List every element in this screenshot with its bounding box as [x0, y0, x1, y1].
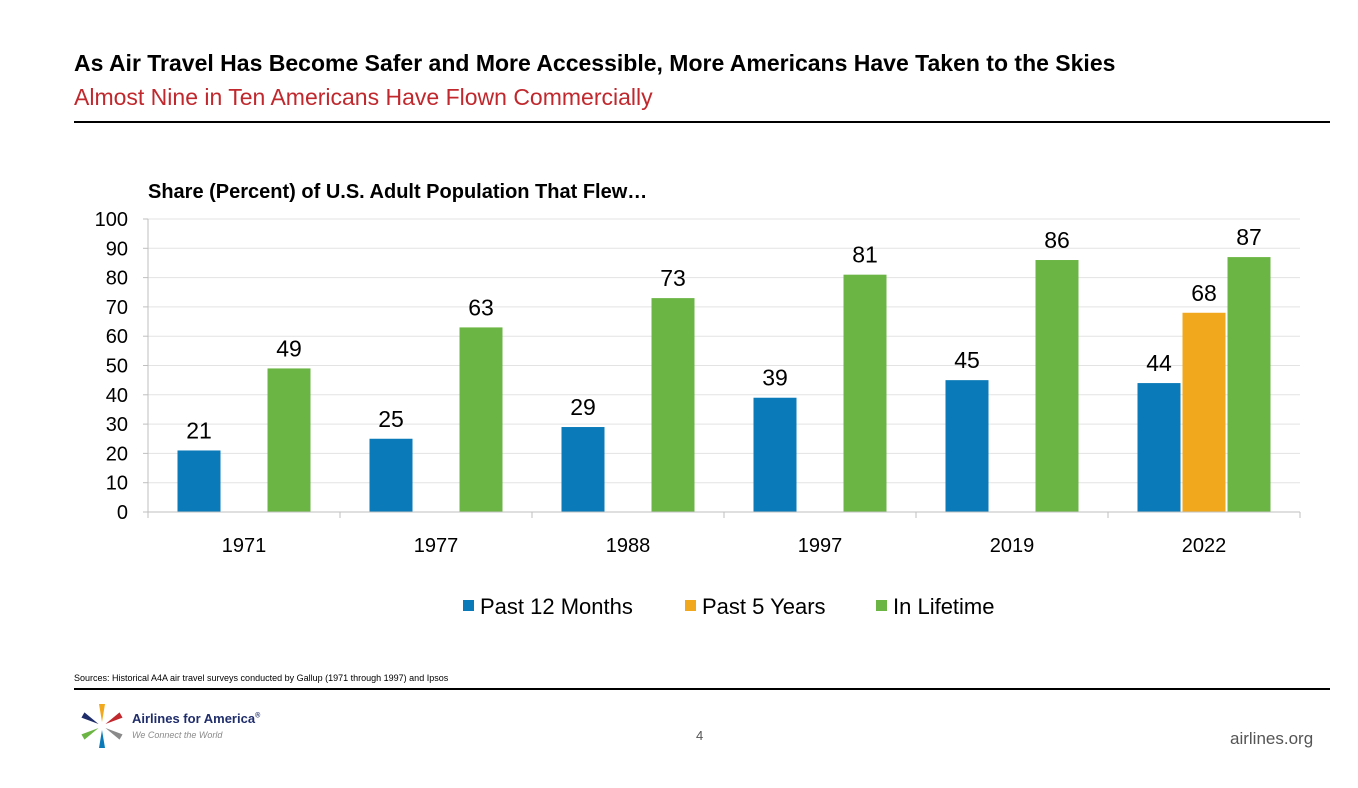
bar: [1137, 383, 1181, 512]
logo-registered-mark: ®: [255, 712, 261, 720]
data-label: 86: [1044, 227, 1070, 253]
legend-label: In Lifetime: [893, 594, 995, 619]
bar: [177, 450, 221, 512]
bar: [369, 438, 413, 512]
data-label: 63: [468, 294, 494, 320]
legend-label: Past 12 Months: [480, 594, 633, 619]
x-tick-label: 1977: [414, 535, 459, 557]
header-divider: [74, 121, 1330, 123]
y-tick-label: 60: [106, 326, 128, 348]
legend: Past 12 Months Past 5 Years In Lifetime: [463, 594, 995, 619]
y-tick-label: 40: [106, 385, 128, 407]
page-number: 4: [696, 728, 704, 743]
bar: [843, 274, 887, 512]
data-label: 87: [1236, 224, 1262, 250]
logo-tagline: We Connect the World: [132, 730, 223, 740]
y-tick-label: 80: [106, 268, 128, 290]
data-label: 49: [276, 335, 302, 361]
y-tick-label: 70: [106, 297, 128, 319]
y-tick-label: 0: [117, 502, 128, 524]
data-label: 68: [1191, 280, 1217, 306]
bar: [1182, 312, 1226, 512]
bar-chart: Share (Percent) of U.S. Adult Population…: [95, 181, 1301, 619]
bar: [753, 397, 797, 512]
x-tick-label: 1971: [222, 535, 267, 557]
bar: [1035, 260, 1079, 512]
bar: [651, 298, 695, 512]
x-tick-label: 1988: [606, 535, 651, 557]
website-link[interactable]: airlines.org: [1230, 729, 1314, 748]
data-label: 25: [378, 406, 404, 432]
bar: [561, 427, 605, 512]
bar: [1227, 257, 1271, 512]
y-tick-label: 30: [106, 414, 128, 436]
slide-subtitle: Almost Nine in Ten Americans Have Flown …: [74, 84, 653, 110]
footer-divider: [74, 688, 1330, 690]
chart-title: Share (Percent) of U.S. Adult Population…: [148, 181, 647, 203]
data-label: 45: [954, 347, 980, 373]
x-tick-label: 1997: [798, 535, 843, 557]
star-planes-icon: [81, 704, 123, 748]
data-label: 44: [1146, 350, 1172, 376]
y-tick-label: 10: [106, 473, 128, 495]
bar: [945, 380, 989, 512]
data-label: 21: [186, 417, 212, 443]
x-axis: 1971 1977 1988 1997 2019 2022: [147, 511, 1301, 557]
logo-name: Airlines for America: [132, 711, 256, 726]
data-label: 73: [660, 265, 686, 291]
airlines-for-america-logo[interactable]: Airlines for America® We Connect the Wor…: [74, 698, 304, 754]
y-tick-label: 20: [106, 443, 128, 465]
x-tick-label: 2022: [1182, 535, 1227, 557]
y-axis: 0 10 20 30 40 50 60 70 80 90 100: [95, 209, 149, 524]
slide-title: As Air Travel Has Become Safer and More …: [74, 50, 1116, 76]
x-tick-label: 2019: [990, 535, 1035, 557]
data-label: 29: [570, 394, 596, 420]
data-label: 81: [852, 242, 878, 268]
legend-swatch: [463, 600, 474, 611]
y-tick-label: 90: [106, 238, 128, 260]
bar: [267, 368, 311, 512]
data-label: 39: [762, 365, 788, 391]
source-note: Sources: Historical A4A air travel surve…: [74, 673, 449, 683]
legend-swatch: [685, 600, 696, 611]
bars: 21 49 25 63 29 73 39 81 45 86 44 68 87: [177, 224, 1271, 512]
legend-swatch: [876, 600, 887, 611]
y-tick-label: 100: [95, 209, 128, 231]
y-tick-label: 50: [106, 356, 128, 378]
bar: [459, 327, 503, 512]
gridlines: [148, 218, 1300, 484]
legend-label: Past 5 Years: [702, 594, 826, 619]
